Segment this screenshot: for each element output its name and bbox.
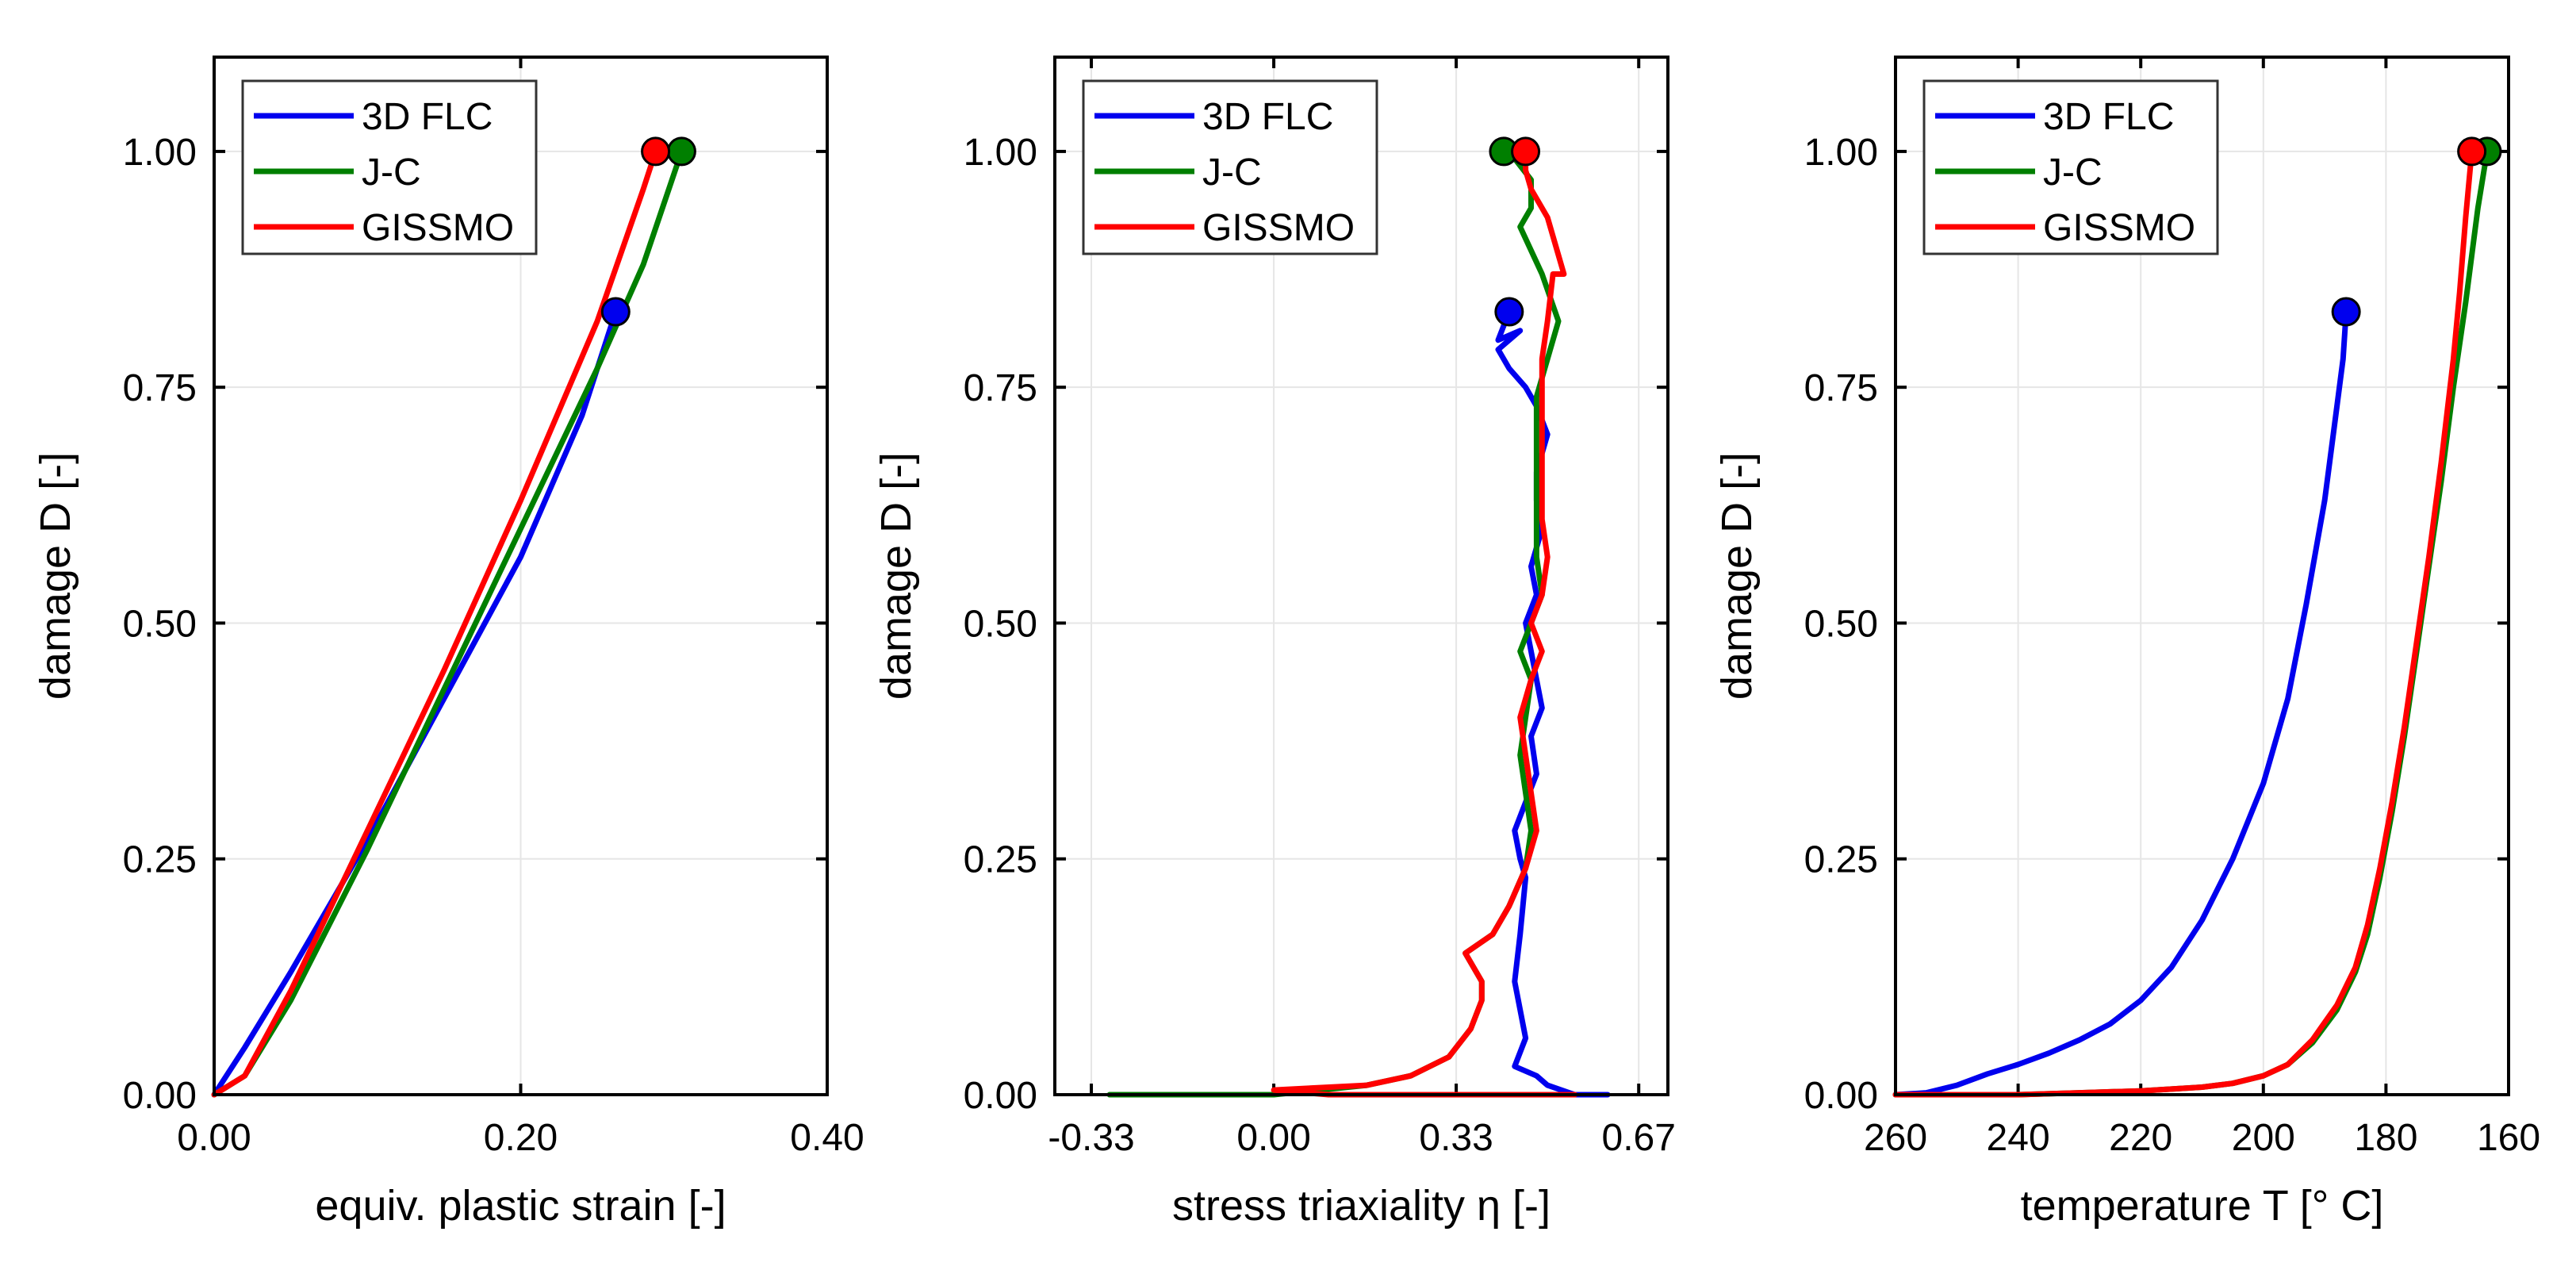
series-endpoint-3d-flc: [2331, 297, 2361, 327]
y-tick-label: 0.75: [123, 367, 197, 409]
x-tick-label: 200: [2232, 1117, 2295, 1159]
legend-label: 3D FLC: [2043, 96, 2174, 138]
chart-panel-1: 0.00 0.20 0.40 0.00 0.25 0.50 0.75 1.00 equiv. p…: [32, 56, 864, 1230]
x-axis-label: equiv. plastic strain [-]: [315, 1182, 726, 1230]
chart-panel-3: 260 240 220 200 180 160 0.00 0.25 0.50 0.75 1.00 te…: [1713, 56, 2540, 1230]
y-tick-label: 0.25: [123, 839, 197, 881]
x-tick-label: 240: [1987, 1117, 2050, 1159]
y-tick-label: 0.75: [1804, 367, 1878, 409]
x-axis-label: temperature T [° C]: [2021, 1182, 2384, 1230]
x-tick-label: 260: [1864, 1117, 1927, 1159]
y-axis-label: damage D [-]: [1713, 452, 1761, 700]
series-endpoint-gissmo: [1511, 136, 1541, 167]
series-line-gissmo: [1271, 148, 1578, 1098]
legend-label: GISSMO: [362, 207, 514, 249]
x-tick-label: 0.67: [1602, 1117, 1676, 1159]
y-tick-label: 0.75: [964, 367, 1037, 409]
y-tick-label: 0.50: [964, 603, 1037, 645]
x-tick-label: 160: [2477, 1117, 2540, 1159]
y-tick-label: 0.00: [1804, 1075, 1878, 1117]
x-tick-label: 0.33: [1419, 1117, 1493, 1159]
x-tick-label: 0.20: [484, 1117, 558, 1159]
legend-label: 3D FLC: [362, 96, 493, 138]
series-line-3d-flc: [211, 309, 619, 1098]
series-line-3d-flc: [1892, 309, 2349, 1098]
y-tick-label: 1.00: [123, 132, 197, 174]
plot-frame: [213, 56, 829, 1096]
legend-label: 3D FLC: [1202, 96, 1333, 138]
series-endpoint-gissmo: [641, 136, 671, 167]
legend-label: GISSMO: [1202, 207, 1355, 249]
series-endpoint-gissmo: [2457, 136, 2487, 167]
x-tick-label: 180: [2354, 1117, 2417, 1159]
x-tick-label: 220: [2109, 1117, 2172, 1159]
legend: 3D FLC J-C GISSMO: [1922, 79, 2219, 255]
legend-label: J-C: [362, 152, 421, 194]
series-line-3d-flc: [1495, 309, 1611, 1098]
y-tick-label: 0.00: [964, 1075, 1037, 1117]
x-axis-label: stress triaxiality η [-]: [1172, 1182, 1551, 1230]
series-line-gissmo: [1892, 148, 2475, 1098]
series-endpoint-3d-flc: [1494, 297, 1524, 327]
y-tick-label: 0.25: [964, 839, 1037, 881]
x-tick-label: 0.40: [790, 1117, 864, 1159]
y-tick-label: 0.25: [1804, 839, 1878, 881]
y-tick-label: 0.00: [123, 1075, 197, 1117]
x-tick-label: 0.00: [1236, 1117, 1310, 1159]
plot-frame: [1053, 56, 1669, 1096]
y-tick-label: 1.00: [964, 132, 1037, 174]
x-tick-label: 0.00: [177, 1117, 251, 1159]
series-line-gissmo: [211, 148, 659, 1098]
y-tick-label: 0.50: [123, 603, 197, 645]
legend-label: J-C: [1202, 152, 1262, 194]
legend: 3D FLC J-C GISSMO: [241, 79, 538, 255]
y-axis-label: damage D [-]: [32, 452, 79, 700]
series-endpoint-j-c: [666, 136, 696, 167]
y-tick-label: 1.00: [1804, 132, 1878, 174]
y-axis-label: damage D [-]: [872, 452, 920, 700]
plot-frame: [1894, 56, 2510, 1096]
y-tick-label: 0.50: [1804, 603, 1878, 645]
legend: 3D FLC J-C GISSMO: [1082, 79, 1378, 255]
series-endpoint-3d-flc: [600, 297, 631, 327]
legend-label: J-C: [2043, 152, 2103, 194]
x-tick-label: -0.33: [1048, 1117, 1134, 1159]
legend-label: GISSMO: [2043, 207, 2195, 249]
chart-panel-2: -0.33 0.00 0.33 0.67 0.00 0.25 0.50 0.75 1.00 str…: [872, 56, 1676, 1230]
